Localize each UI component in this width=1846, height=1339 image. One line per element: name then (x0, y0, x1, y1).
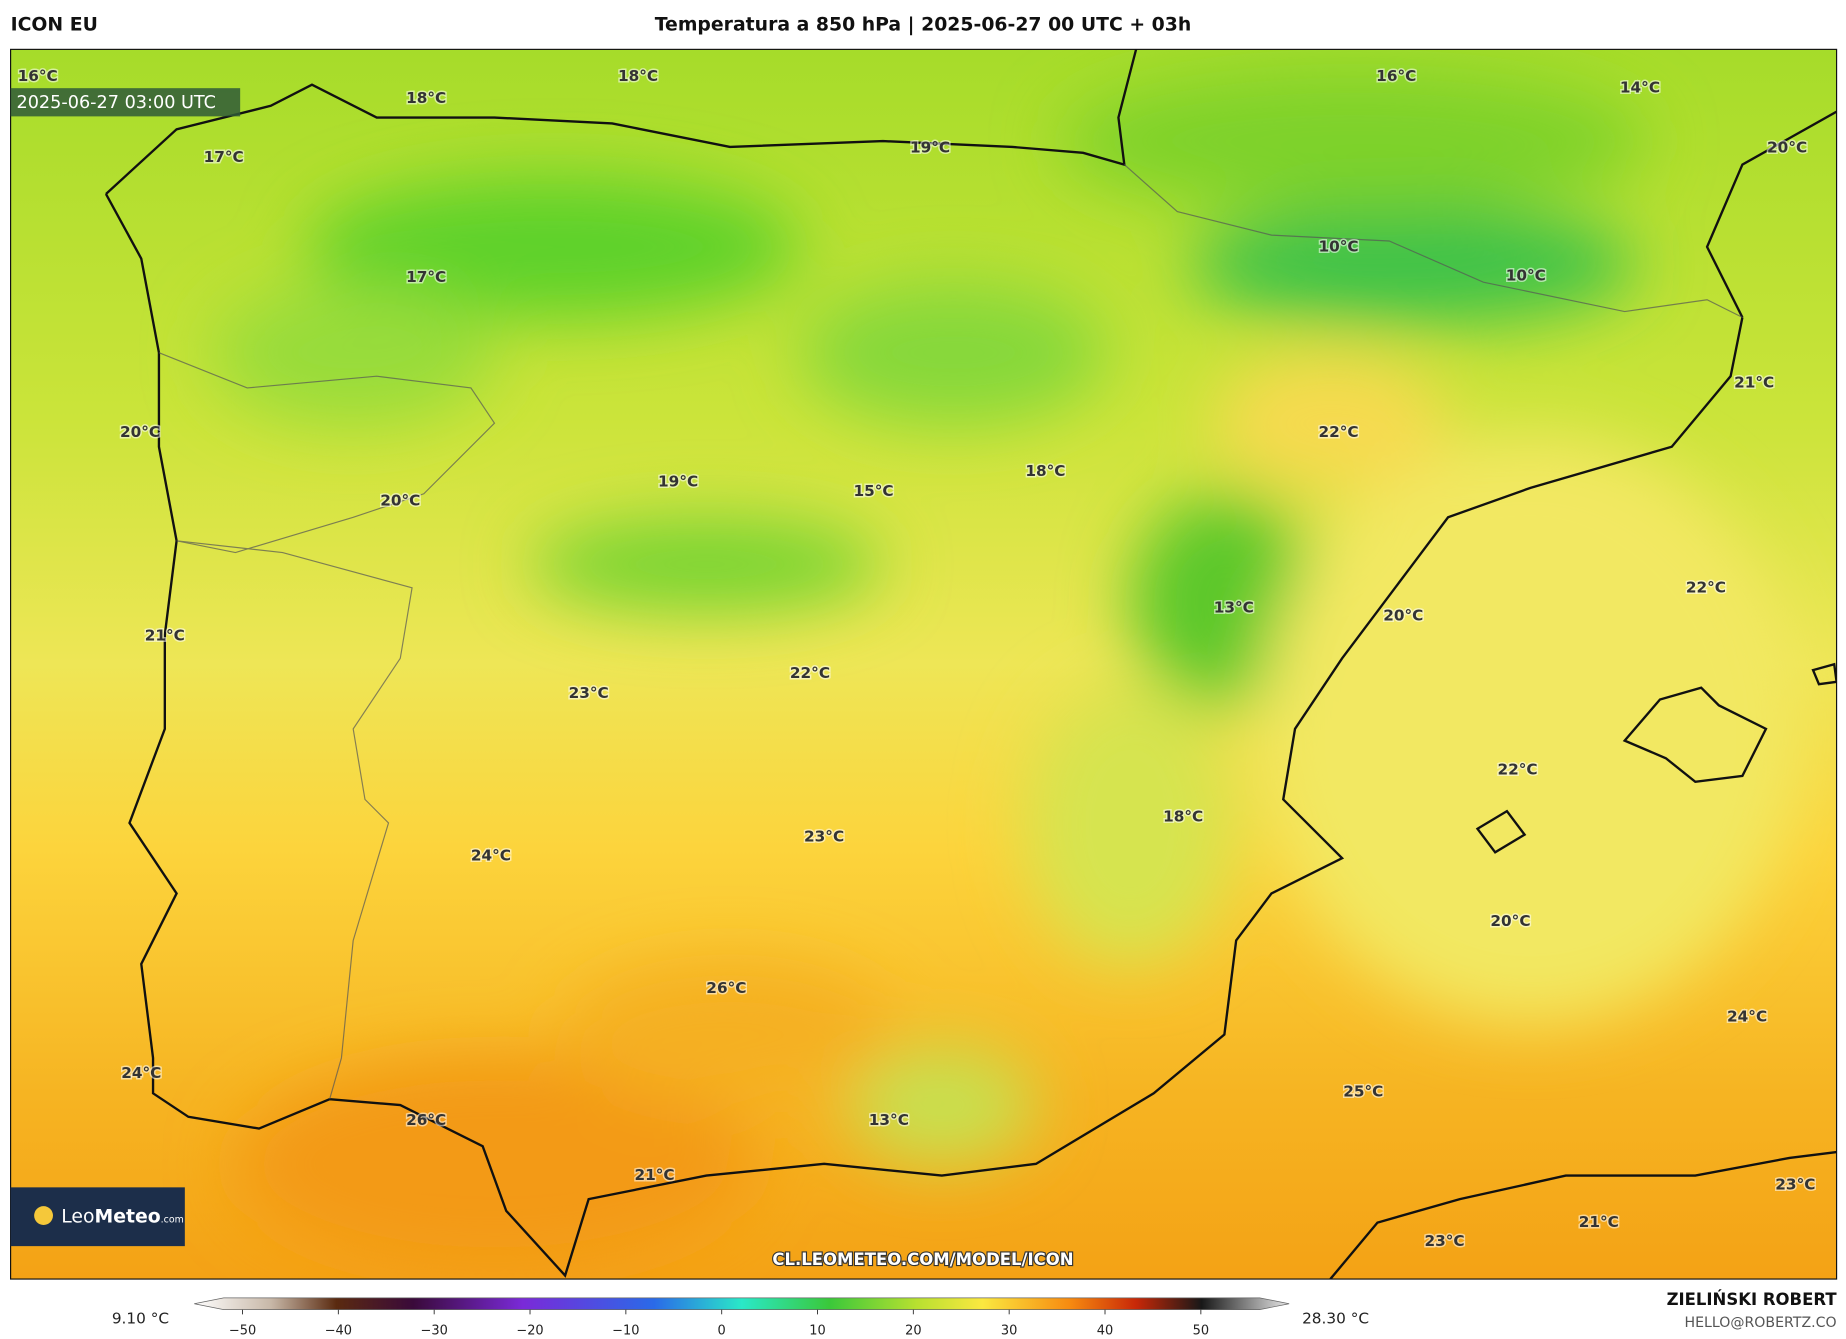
temperature-label: 22°C (1497, 761, 1537, 779)
temperature-blobs (211, 70, 1802, 1270)
colorbar: −50 −40 −30 −20 −10 0 10 20 30 40 50 (194, 1297, 1290, 1338)
temperature-label: 23°C (804, 828, 844, 846)
temperature-label: 22°C (1319, 423, 1359, 441)
colorbar-tick-label: 50 (1193, 1323, 1209, 1338)
temperature-label: 21°C (1579, 1213, 1619, 1231)
temperature-label: 21°C (145, 627, 185, 645)
temperature-label: 26°C (406, 1111, 446, 1129)
temperature-label: 20°C (1767, 139, 1807, 157)
field-max: 28.30 °C (1302, 1310, 1369, 1328)
temperature-label: 10°C (1319, 237, 1359, 255)
temperature-label: 16°C (1376, 67, 1416, 85)
temperature-label: 24°C (121, 1064, 161, 1082)
temperature-label: 14°C (1620, 79, 1660, 97)
colorbar-tick-label: −10 (612, 1323, 639, 1338)
temperature-label: 20°C (380, 491, 420, 509)
borders (158, 164, 1743, 1100)
temperature-label: 13°C (869, 1111, 909, 1129)
colorbar-tick-label: −20 (516, 1323, 543, 1338)
author-email: HELLO@ROBERTZ.CO (1685, 1315, 1837, 1331)
logo-part: .com (161, 1215, 184, 1226)
temperature-labels: 16°C 18°C 18°C 17°C 19°C 16°C 14°C 20°C 10°C 10°C… (16, 65, 1817, 1251)
temperature-label: 20°C (120, 423, 160, 441)
temperature-label: 17°C (204, 148, 244, 166)
temperature-label: 19°C (658, 472, 698, 490)
colorbar-tick-label: −30 (421, 1323, 448, 1338)
time-box (10, 88, 241, 117)
colorbar-tick-label: 10 (809, 1323, 825, 1338)
source-url: CL.LEOMETEO.COM/MODEL/ICON (772, 1250, 1073, 1269)
model-name: ICON EU (11, 15, 98, 36)
logo-text: LeoMeteo.com (61, 1207, 184, 1228)
logo-part: Leo (61, 1207, 94, 1228)
temperature-label: 26°C (706, 979, 746, 997)
temperature-label: 17°C (406, 268, 446, 286)
field-min: 9.10 °C (112, 1310, 169, 1328)
temperature-label: 10°C (1506, 267, 1546, 285)
temperature-label: 20°C (1490, 912, 1530, 930)
colorbar-tick-label: 30 (1001, 1323, 1017, 1338)
temperature-label: 18°C (1163, 808, 1203, 826)
temperature-label: 18°C (1025, 462, 1065, 480)
map-area: 16°C 18°C 18°C 17°C 19°C 16°C 14°C 20°C 10°C 10°C… (10, 49, 1837, 1280)
map-title: Temperatura a 850 hPa | 2025-06-27 00 UT… (655, 15, 1192, 36)
coastline (104, 49, 1837, 1280)
colorbar-tick-label: 40 (1097, 1323, 1113, 1338)
temperature-label: 13°C (1214, 598, 1254, 616)
colorbar-tick-label: 0 (718, 1323, 726, 1338)
temperature-label: 18°C (618, 67, 658, 85)
temperature-label: 23°C (1775, 1176, 1815, 1194)
author-name: ZIELIŃSKI ROBERT (1667, 1290, 1838, 1309)
temperature-label: 22°C (790, 664, 830, 682)
map-frame (10, 48, 1838, 1280)
colorbar-tick-label: 20 (905, 1323, 921, 1338)
temperature-label: 19°C (910, 139, 950, 157)
colorbar-body (194, 1297, 1290, 1310)
temperature-label: 22°C (1686, 578, 1726, 596)
logo-sun (34, 1206, 53, 1225)
valid-time: 2025-06-27 03:00 UTC (16, 93, 216, 113)
temperature-label: 25°C (1343, 1083, 1383, 1101)
temperature-label: 18°C (406, 89, 446, 107)
colorbar-tick-label: −50 (229, 1323, 256, 1338)
temperature-label: 24°C (471, 846, 511, 864)
temperature-label: 15°C (853, 482, 893, 500)
temperature-label: 20°C (1383, 607, 1423, 625)
temperature-label: 23°C (569, 684, 609, 702)
logo-part: Meteo (94, 1207, 160, 1228)
temperature-label: 21°C (1734, 374, 1774, 392)
temperature-label: 24°C (1727, 1007, 1767, 1025)
temperature-label: 23°C (1424, 1232, 1464, 1250)
colorbar-tick-label: −40 (325, 1323, 352, 1338)
temperature-label: 16°C (18, 67, 58, 85)
temperature-label: 21°C (634, 1166, 674, 1184)
